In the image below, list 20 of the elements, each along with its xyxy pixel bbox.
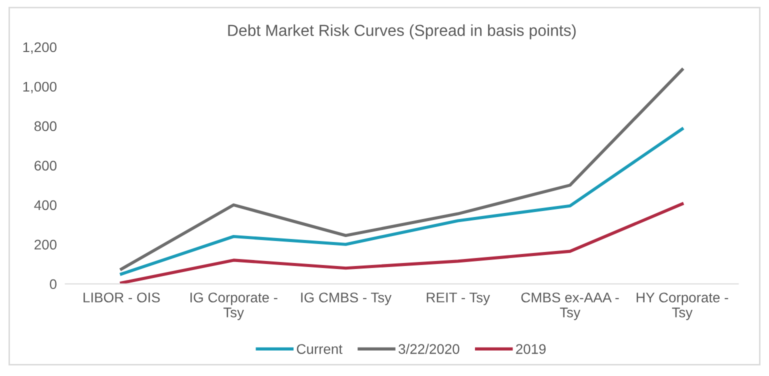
y-tick-label: 400 xyxy=(34,200,56,210)
y-tick-label: 800 xyxy=(34,121,56,132)
y-tick-label: 1,200 xyxy=(23,42,56,54)
line-series xyxy=(120,68,684,271)
x-tick-label: REIT - Tsy xyxy=(426,292,490,306)
x-tick-label: IG CMBS - Tsy xyxy=(301,292,392,306)
y-tick-label: 1,000 xyxy=(23,82,56,94)
y-tick-label: 0 xyxy=(50,279,56,290)
y-tick-label: 600 xyxy=(34,160,56,171)
legend-label: 3/22/2020 xyxy=(398,344,460,354)
x-tick-label: IG Corporate - Tsy xyxy=(190,292,278,320)
line-series xyxy=(120,202,684,284)
chart-title: Debt Market Risk Curves (Spread in basis points) xyxy=(228,24,576,40)
x-tick-label: CMBS ex-AAA - Tsy xyxy=(521,292,619,320)
legend-label: 2019 xyxy=(516,344,546,354)
legend-label: Current xyxy=(296,344,342,354)
y-tick-label: 200 xyxy=(34,240,56,250)
x-tick-label: LIBOR - OIS xyxy=(84,292,160,302)
line-series xyxy=(120,127,684,276)
x-tick-label: HY Corporate - Tsy xyxy=(636,292,728,320)
